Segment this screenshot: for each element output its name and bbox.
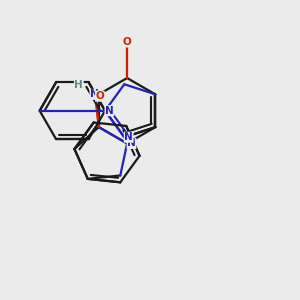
Text: N: N xyxy=(105,106,114,116)
Text: O: O xyxy=(123,37,131,47)
Text: N: N xyxy=(124,132,133,142)
Text: N: N xyxy=(127,139,136,148)
Text: N: N xyxy=(90,89,99,99)
Text: H: H xyxy=(74,80,83,90)
Text: O: O xyxy=(95,91,104,101)
